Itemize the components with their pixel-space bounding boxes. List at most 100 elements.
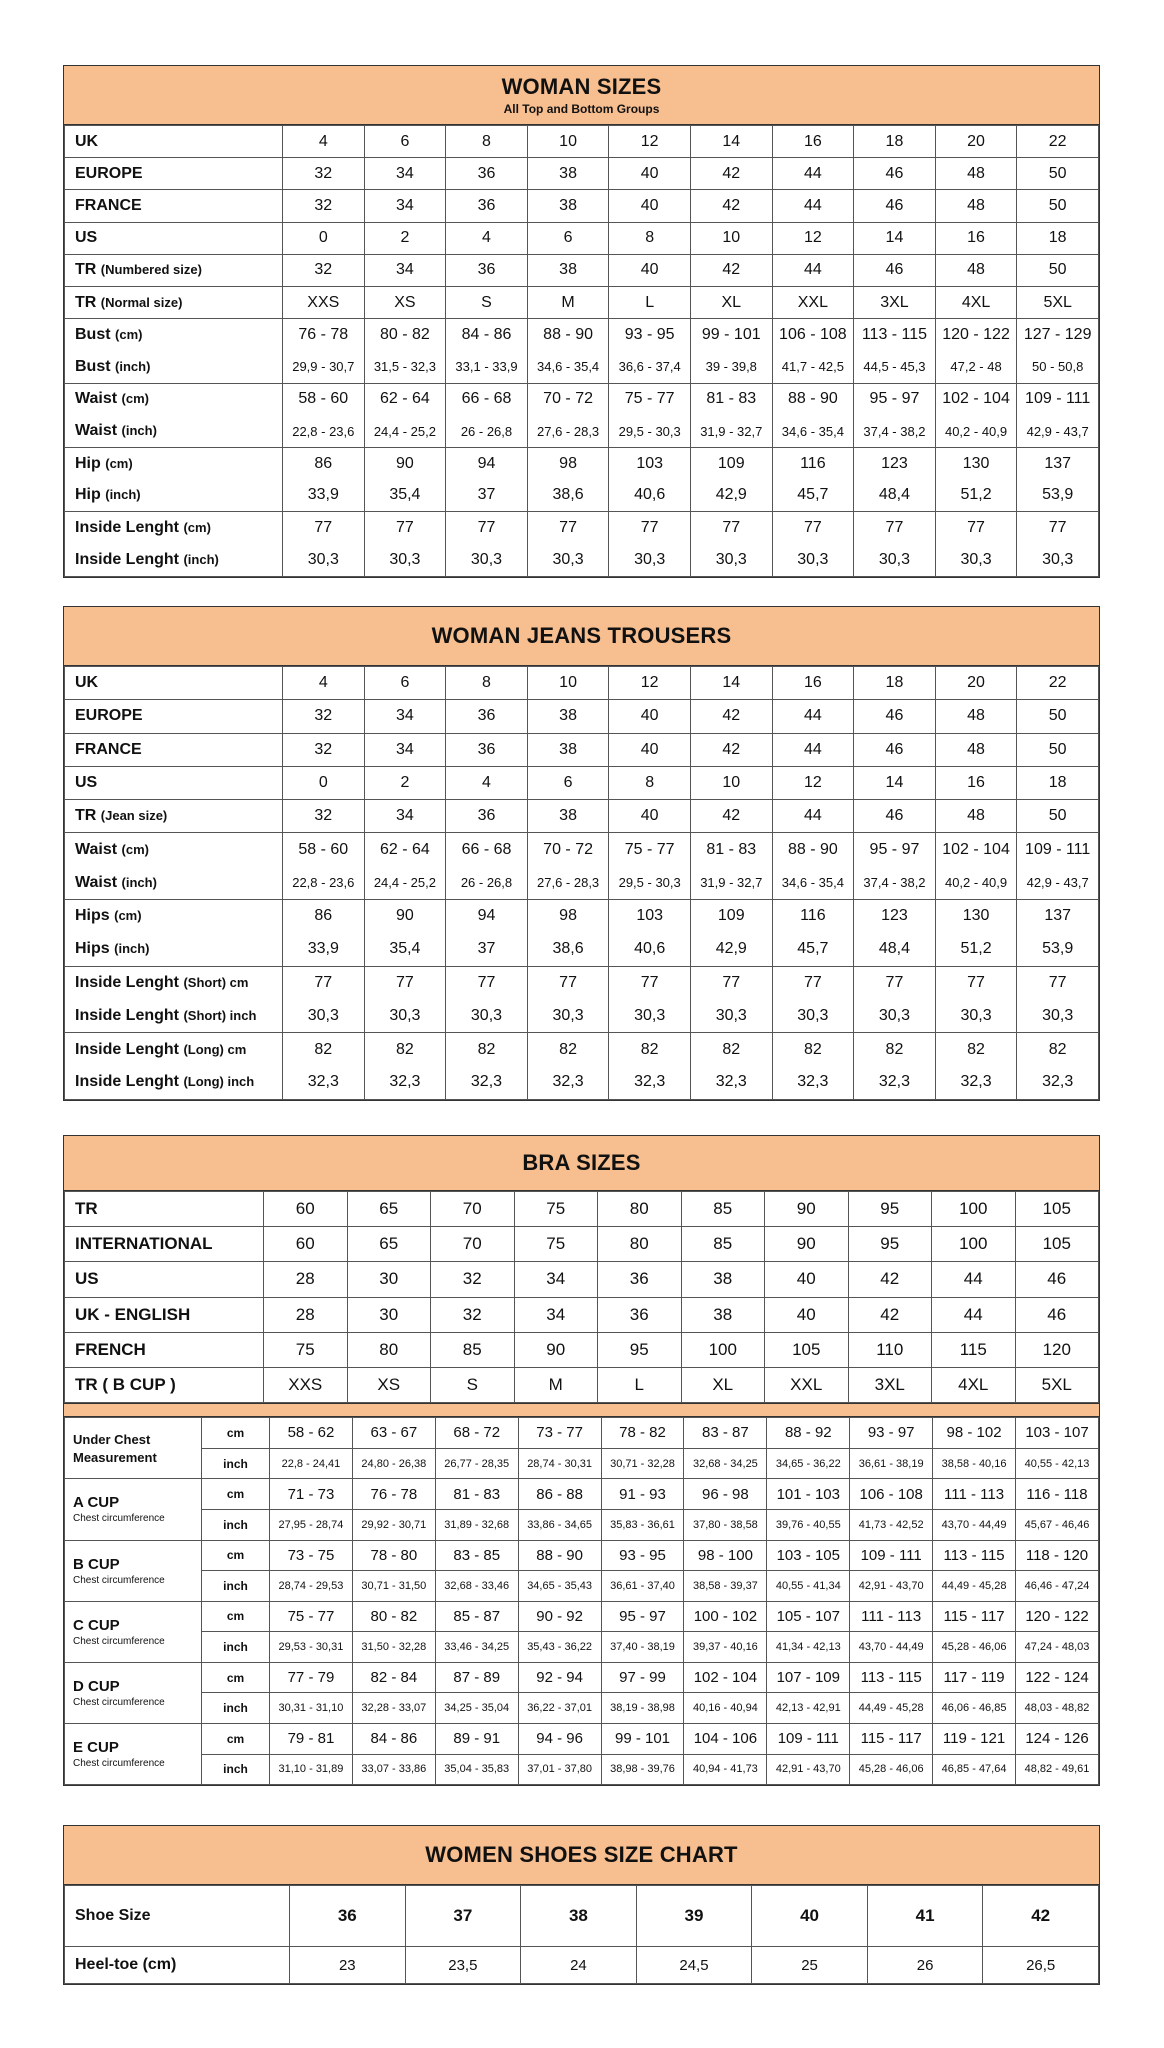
table-cell: 36 (445, 189, 528, 223)
table-cell: XL (689, 285, 773, 320)
table-cell: 4 (445, 221, 528, 255)
bra-cup-table: Under Chest Measurement cm 58 - 62 63 - 67 68… (64, 1417, 1099, 1786)
table-cell: 116 - 118 (1015, 1478, 1099, 1510)
table-cell: 30,3 (689, 543, 773, 577)
table-cell: 29,5 - 30,3 (608, 415, 691, 448)
table-cell: 46 (1014, 1296, 1099, 1333)
table-cell: 29,9 - 30,7 (282, 350, 365, 384)
table-cell: 83 - 85 (434, 1539, 519, 1571)
table-cell: 98 - 102 (932, 1417, 1017, 1449)
table-cell: XXL (771, 285, 855, 320)
table-cell: 29,92 - 30,71 (351, 1508, 436, 1541)
table-cell: 86 - 88 (517, 1478, 602, 1510)
row-label: TR (Jean size) (64, 799, 283, 834)
table-cell: 22,8 - 23,6 (282, 866, 365, 901)
row-label: TR ( B CUP ) (64, 1366, 264, 1404)
table-row: E CUP Chest circumference cm 79 - 81 84 - 86… (64, 1723, 1099, 1786)
table-cell: 33,9 (282, 479, 365, 513)
table-cell: 0 (282, 221, 365, 255)
table-cell: 88 - 90 (771, 832, 855, 867)
table-cell: 105 (1014, 1226, 1099, 1263)
table-cell: 102 - 104 (683, 1661, 768, 1693)
table-cell: 44,49 - 45,28 (932, 1570, 1017, 1602)
table-cell: 31,5 - 32,3 (363, 350, 447, 384)
table-cell: 5XL (1016, 285, 1099, 320)
woman-sizes-section: WOMAN SIZES All Top and Bottom Groups UK… (63, 65, 1100, 578)
table-cell: 38,58 - 39,37 (683, 1570, 768, 1602)
row-label-unit: (cm) (121, 391, 149, 407)
unit-label: cm (201, 1417, 270, 1449)
table-cell: 36,61 - 37,40 (600, 1570, 685, 1602)
table-cell: 75 (513, 1226, 598, 1263)
table-cell: 35,83 - 36,61 (600, 1508, 685, 1541)
table-cell: 38 (526, 157, 610, 191)
table-cell: 75 - 77 (608, 832, 691, 867)
table-cell: 105 (1014, 1190, 1099, 1228)
table-row: Hip (cm) 86 90 94 98 103 109 116 123 130 137 (64, 446, 1099, 480)
table-cell: 70 - 72 (526, 832, 610, 867)
shoes-header: WOMEN SHOES SIZE CHART (64, 1826, 1099, 1885)
table-cell: 28 (263, 1296, 348, 1333)
table-cell: 97 - 99 (600, 1661, 685, 1693)
table-cell: 32,3 (363, 1066, 447, 1100)
jeans-header: WOMAN JEANS TROUSERS (64, 607, 1099, 666)
table-cell: 26,5 (982, 1946, 1099, 1984)
table-row: TR (Jean size) 32 34 36 38 40 42 44 46 48 50 (64, 799, 1099, 834)
table-cell: 32,3 (608, 1066, 691, 1100)
table-cell: 82 (608, 1032, 691, 1067)
cup-label: A CUP Chest circumference (64, 1478, 202, 1541)
table-cell: 40 (608, 253, 691, 287)
table-cell: 85 (430, 1331, 515, 1368)
table-cell: 35,4 (363, 932, 447, 967)
row-label-unit: (inch) (121, 423, 157, 439)
table-cell: 39 - 39,8 (689, 350, 773, 384)
table-cell: 30,3 (1016, 543, 1099, 577)
table-cell: 119 - 121 (932, 1723, 1017, 1755)
table-cell: 95 (847, 1226, 932, 1263)
table-cell: 33,07 - 33,86 (351, 1753, 436, 1786)
table-cell: 6 (363, 665, 447, 701)
table-cell: 75 (513, 1190, 598, 1228)
table-cell: 50 (1016, 253, 1099, 287)
row-label-unit: (Numbered size) (100, 262, 202, 278)
table-cell: 20 (934, 124, 1018, 159)
table-cell: 41,7 - 42,5 (771, 350, 855, 384)
table-cell: 63 - 67 (351, 1417, 436, 1449)
row-label: FRENCH (64, 1331, 264, 1368)
table-cell: 96 - 98 (683, 1478, 768, 1510)
table-cell: 34,6 - 35,4 (526, 350, 610, 384)
table-cell: 22 (1016, 665, 1099, 701)
table-cell: 33,86 - 34,65 (517, 1508, 602, 1541)
table-cell: 32 (282, 799, 365, 834)
table-row: EUROPE 32 34 36 38 40 42 44 46 48 50 (64, 157, 1099, 191)
row-label-unit: (cm) (183, 520, 211, 536)
table-cell: 27,95 - 28,74 (269, 1508, 353, 1541)
table-cell: S (430, 1366, 515, 1404)
row-label-unit: (Jean size) (100, 808, 168, 824)
table-cell: 50 (1016, 157, 1099, 191)
cup-sublabel: Chest circumference (73, 1635, 165, 1647)
table-cell: 38 (680, 1261, 765, 1298)
unit-label: cm (201, 1723, 270, 1755)
table-cell: 47,2 - 48 (934, 350, 1018, 384)
table-cell: 46,85 - 47,64 (932, 1753, 1017, 1786)
table-row: Inside Lenght (Long) inch 32,3 32,3 32,3 32,… (64, 1066, 1099, 1100)
table-cell: 102 - 104 (934, 832, 1018, 867)
table-row: inch 22,8 - 24,41 24,80 - 26,38 26,77 - 28,… (65, 1447, 1099, 1480)
cup-sublabel: Chest circumference (73, 1513, 165, 1525)
table-cell: 82 (363, 1032, 447, 1067)
table-cell: 4 (282, 124, 365, 159)
row-label-unit: (cm) (121, 841, 149, 857)
table-row: Hips (cm) 86 90 94 98 103 109 116 123 130 137 (64, 899, 1099, 933)
table-cell: 87 - 89 (434, 1661, 519, 1693)
table-cell: 47,24 - 48,03 (1015, 1631, 1099, 1663)
table-cell: 79 - 81 (269, 1723, 353, 1755)
table-cell: 44 (771, 799, 855, 834)
table-cell: 31,9 - 32,7 (689, 415, 773, 448)
table-cell: 36 (289, 1885, 406, 1947)
table-cell: 51,2 (934, 479, 1018, 513)
table-row: US 0 2 4 6 8 10 12 14 16 18 (64, 221, 1099, 255)
table-cell: 90 (764, 1226, 849, 1263)
table-cell: 14 (689, 665, 773, 701)
table-cell: 70 - 72 (526, 382, 610, 416)
